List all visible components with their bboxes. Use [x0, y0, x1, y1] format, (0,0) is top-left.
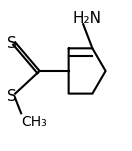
Text: CH₃: CH₃	[21, 115, 47, 129]
Text: H₂N: H₂N	[73, 11, 102, 26]
Text: S: S	[7, 89, 17, 104]
Text: S: S	[7, 36, 17, 51]
